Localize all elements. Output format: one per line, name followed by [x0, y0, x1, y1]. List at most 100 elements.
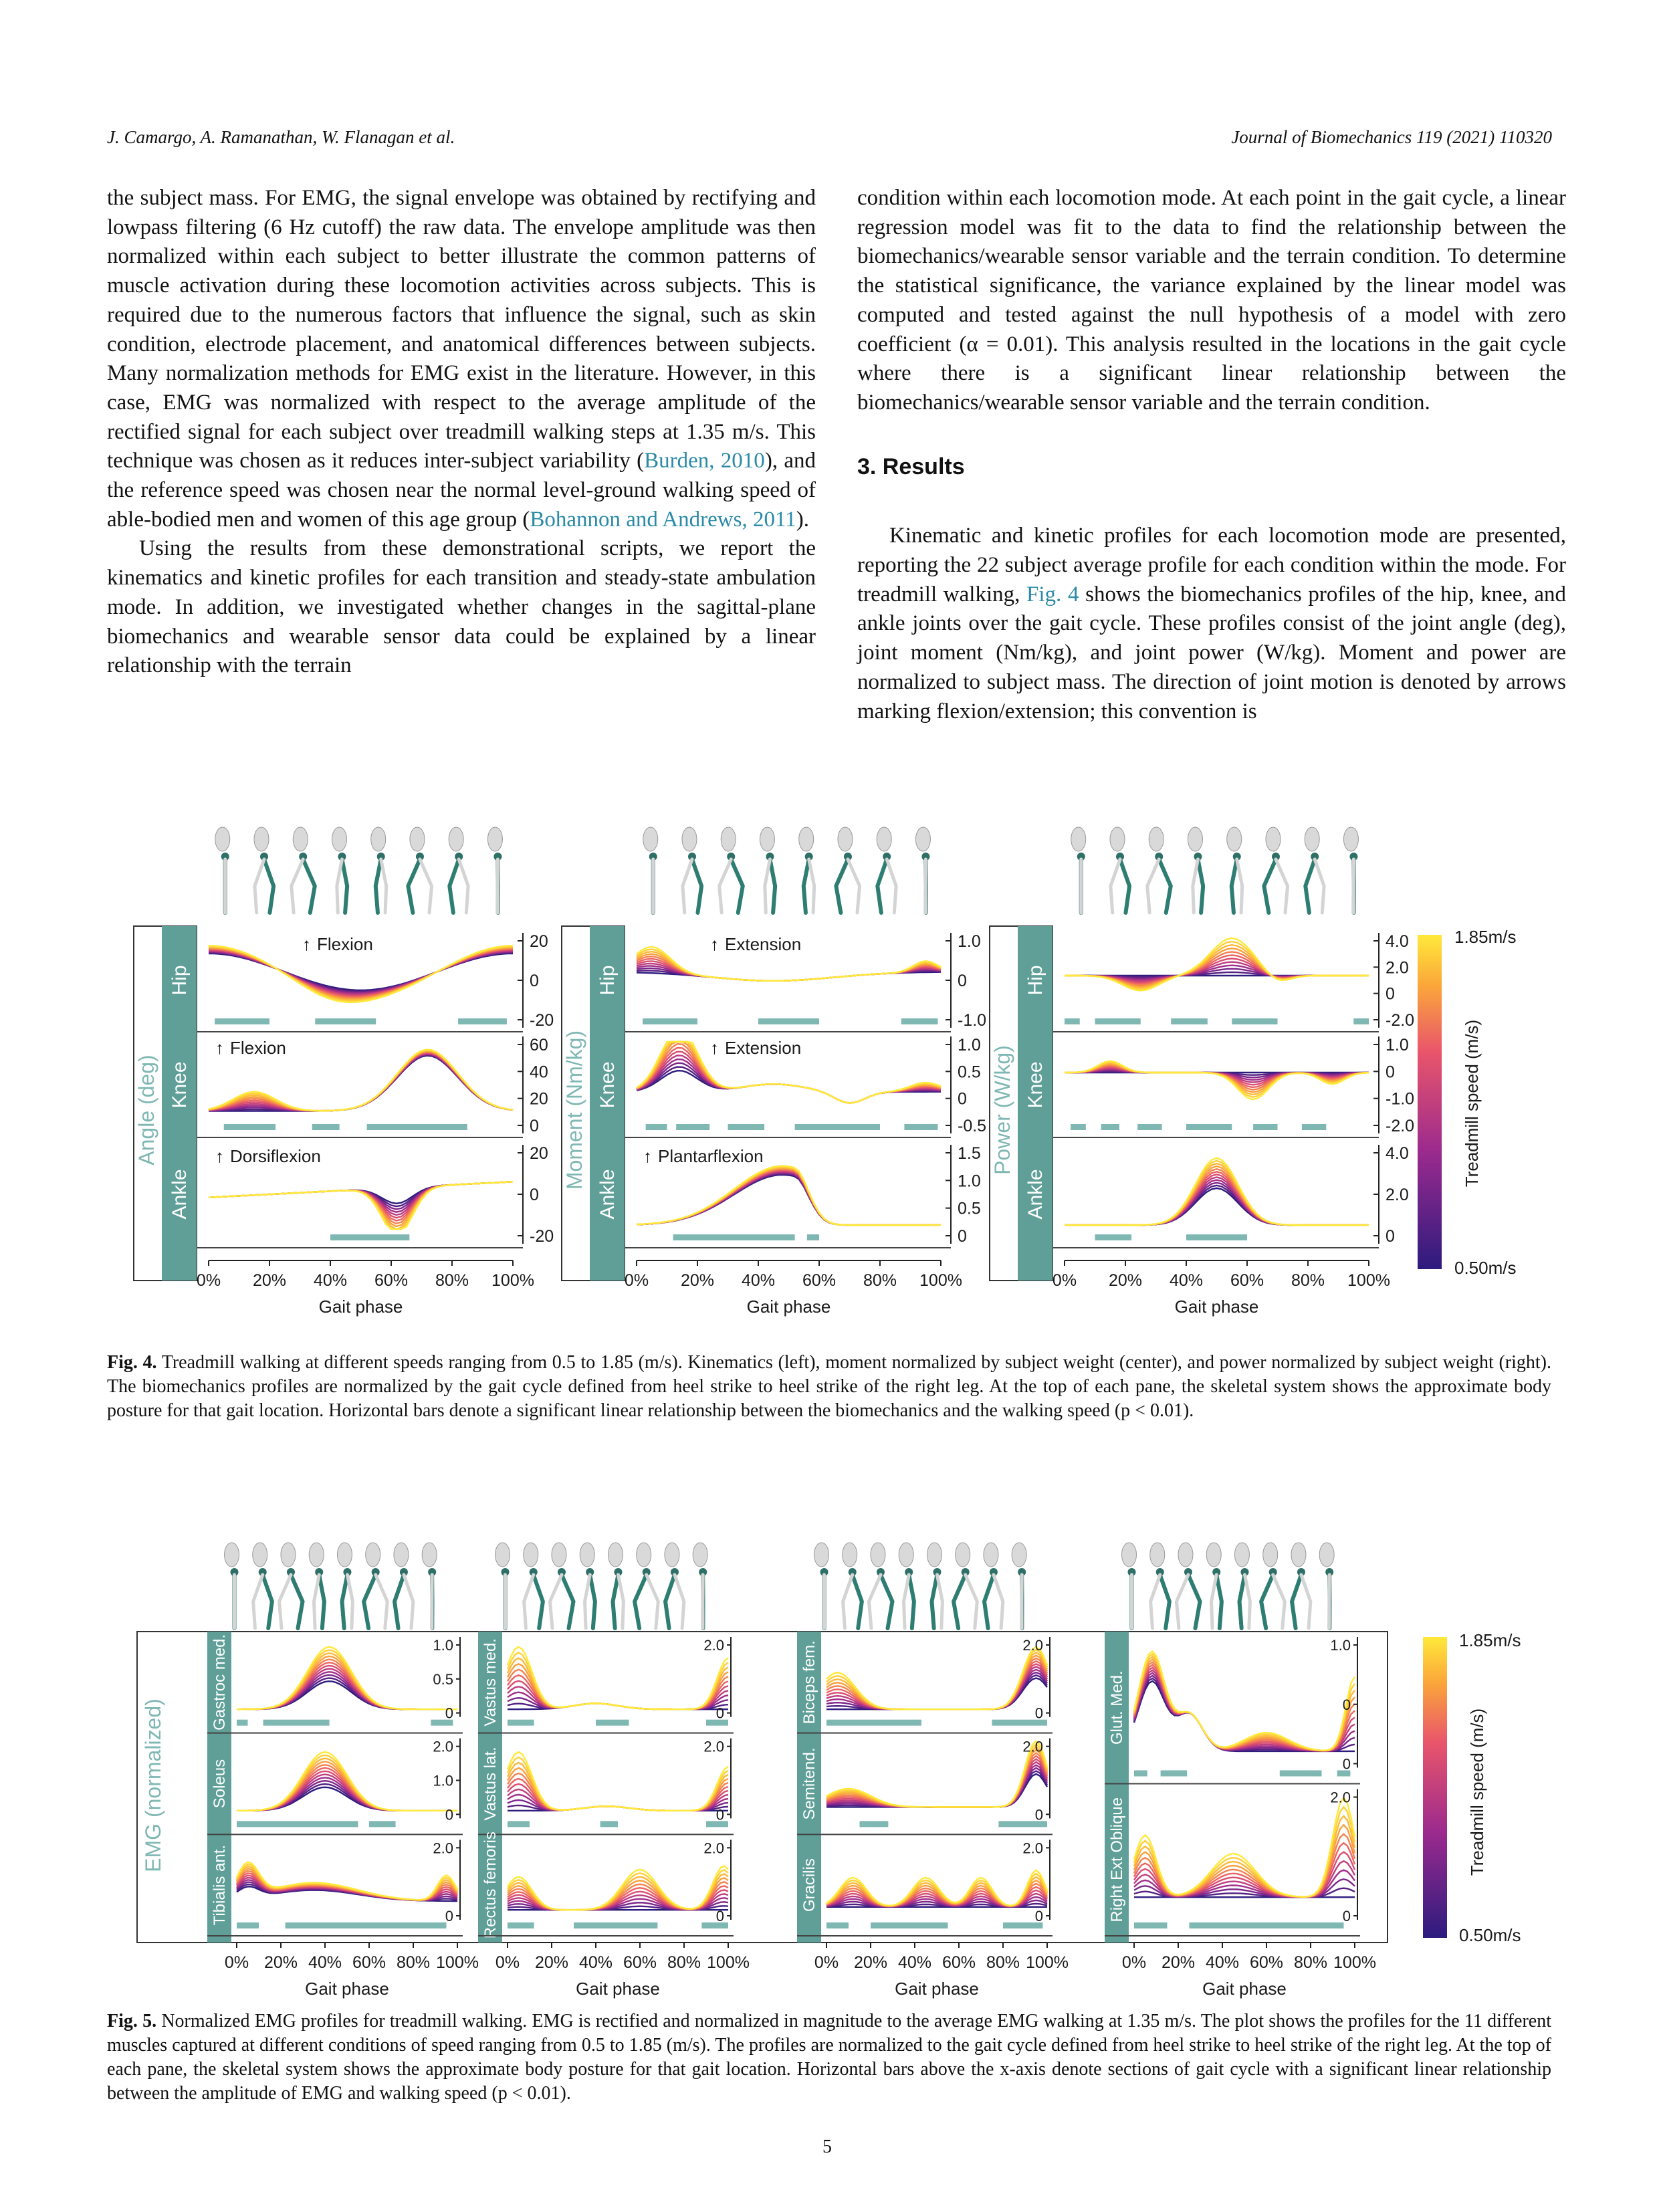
- significance-bar: [728, 1124, 765, 1130]
- skeleton-pelvis: [1349, 853, 1358, 861]
- skeleton-right-leg: [1237, 1573, 1247, 1630]
- skeleton-right-leg: [768, 857, 778, 915]
- figure-5-caption: Fig. 5. Normalized EMG profiles for trea…: [107, 2009, 1551, 2106]
- significance-bar: [706, 1821, 728, 1828]
- x-tick-label: 0%: [495, 1953, 520, 1972]
- speed-curve: [208, 1181, 514, 1230]
- skeleton-right-leg: [907, 1573, 916, 1630]
- y-tick-label: 2.0: [433, 1840, 453, 1856]
- colorbar-min-label: 0.50m/s: [1454, 1258, 1517, 1278]
- figure-4-panel: Power (W/kg) Hip 4.0 2.0 0 -2.0 Knee 1.0 0 -1.0 -2…: [989, 826, 1414, 1317]
- speed-curve: [1065, 937, 1369, 992]
- speed-curve: [1064, 1060, 1369, 1101]
- speed-curve: [636, 946, 942, 982]
- skeleton-torso: [292, 826, 308, 852]
- skeleton-torso: [870, 1542, 886, 1567]
- skeleton-right-leg: [951, 1573, 968, 1630]
- figure-5-colorbar: 1.85m/s 0.50m/s Treadmill speed (m/s): [1423, 1630, 1521, 1945]
- significance-bar: [859, 1821, 889, 1828]
- skeleton-pelvis: [876, 1568, 885, 1576]
- speed-curve: [1133, 1796, 1356, 1898]
- skeleton-torso: [1226, 826, 1242, 852]
- skeleton-right-leg: [632, 1573, 649, 1630]
- x-tick-label: 40%: [579, 1953, 613, 1972]
- skeleton-left-leg: [522, 1573, 536, 1630]
- y-tick-label: 1.0: [1386, 1036, 1409, 1055]
- significance-bar: [369, 1821, 396, 1828]
- skeleton-left-leg: [935, 1573, 944, 1630]
- direction-annotation: Plantarflexion: [658, 1146, 764, 1166]
- x-tick-label: 80%: [1294, 1953, 1327, 1972]
- direction-annotation: Flexion: [317, 934, 373, 954]
- x-tick-label: 40%: [1206, 1953, 1239, 1972]
- y-tick-label: 2.0: [1022, 1840, 1043, 1856]
- skeleton-pelvis: [376, 853, 385, 861]
- significance-bar: [1134, 1770, 1147, 1777]
- skeleton-pelvis: [557, 1568, 566, 1576]
- skeleton-torso: [1109, 826, 1125, 852]
- y-tick-label: 1.0: [958, 932, 981, 951]
- skeleton-torso: [365, 1542, 381, 1567]
- text: shows the biomechanics profiles of the h…: [857, 582, 1566, 724]
- direction-arrow: ↑: [215, 1146, 224, 1166]
- significance-bar: [312, 1124, 340, 1130]
- y-tick-label: 0: [958, 972, 967, 990]
- skeleton-torso: [1121, 1542, 1137, 1567]
- x-tick-label: 40%: [898, 1953, 931, 1972]
- y-tick-label: 2.0: [1386, 958, 1409, 977]
- paragraph: condition within each locomotion mode. A…: [857, 186, 1566, 415]
- speed-curve: [826, 1666, 1048, 1710]
- skeleton-pelvis: [1155, 1568, 1164, 1576]
- significance-bar: [1101, 1124, 1119, 1130]
- significance-bar: [806, 1234, 819, 1240]
- skeleton-pelvis: [820, 1568, 828, 1576]
- y-tick-label: -2.0: [1386, 1011, 1414, 1030]
- speed-curve: [636, 1172, 941, 1226]
- skeleton-right-leg: [301, 857, 317, 915]
- emg-column: Gastroc med. 1.0 0.5 0 Soleus 2.0 1.0 0 Tibialis…: [207, 1542, 479, 1999]
- speed-curve: [636, 1062, 942, 1104]
- y-tick-label: 1.0: [433, 1637, 453, 1654]
- muscle-label: Biceps fem.: [800, 1640, 818, 1724]
- speed-curve: [208, 1181, 514, 1230]
- significance-bar: [215, 1018, 269, 1024]
- skeleton-pelvis: [1115, 853, 1124, 861]
- speed-curve: [636, 1166, 941, 1226]
- skeleton-left-leg: [1174, 1573, 1190, 1630]
- figure-link[interactable]: Fig. 4: [1026, 582, 1079, 606]
- muscle-label-column: [797, 1632, 821, 1943]
- y-tick-label: 0: [530, 1186, 539, 1204]
- significance-bar: [1065, 1018, 1080, 1024]
- x-axis-label: Gait phase: [305, 1979, 389, 1999]
- citation-link[interactable]: Burden, 2010: [644, 449, 765, 473]
- skeleton-torso: [1304, 826, 1320, 852]
- y-tick-label: 2.0: [1386, 1186, 1409, 1204]
- page-number: 5: [822, 2136, 832, 2157]
- significance-bar: [1253, 1124, 1278, 1130]
- figure-5-frame: EMG (normalized): [136, 1631, 1388, 1943]
- y-tick-label: 0: [716, 1705, 724, 1722]
- skeleton-pelvis: [415, 853, 424, 861]
- skeleton-right-leg: [260, 1573, 274, 1630]
- skeleton-pelvis: [428, 1568, 437, 1576]
- x-axis-label: Gait phase: [747, 1297, 831, 1317]
- significance-bar: [1095, 1234, 1132, 1240]
- speed-curve: [636, 950, 942, 982]
- skeleton-left-leg: [583, 1573, 592, 1630]
- y-tick-label: 0: [445, 1908, 453, 1924]
- skeleton-torso: [1343, 826, 1359, 852]
- citation-link[interactable]: Bohannon and Andrews, 2011: [530, 507, 796, 532]
- significance-bar: [508, 1719, 534, 1726]
- significance-bar: [1071, 1124, 1086, 1130]
- speed-curve: [1065, 1179, 1369, 1226]
- skeleton-pelvis: [727, 853, 736, 861]
- skeleton-torso: [643, 826, 659, 852]
- text: ), and the reference speed was chosen ne…: [107, 449, 816, 532]
- significance-bar: [1189, 1922, 1344, 1928]
- skeleton-torso: [487, 826, 503, 852]
- skeleton-torso: [1187, 826, 1203, 852]
- skeleton-left-leg: [1235, 857, 1244, 915]
- y-tick-label: 0.5: [958, 1200, 981, 1218]
- skeleton-left-leg: [673, 1573, 686, 1630]
- y-tick-label: 0: [1035, 1908, 1043, 1924]
